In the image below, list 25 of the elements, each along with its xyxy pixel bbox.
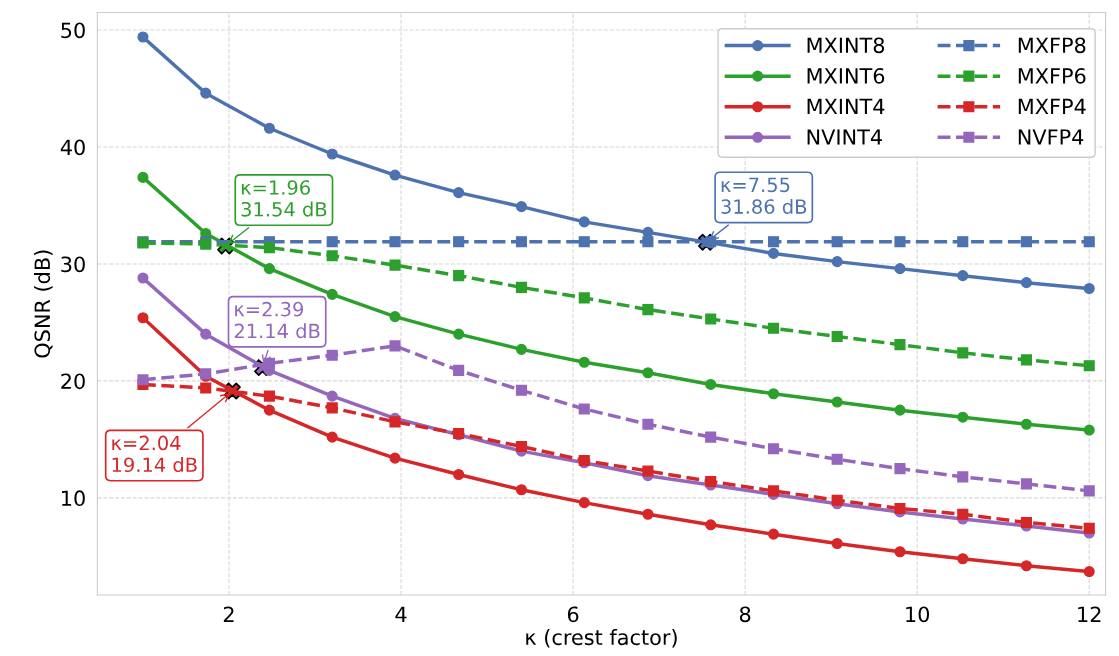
legend-label: MXFP6 xyxy=(1018,67,1086,84)
legend-label: NVFP4 xyxy=(1018,129,1084,145)
legend-label: MXINT6 xyxy=(807,67,885,84)
legend-label: MXFP4 xyxy=(1018,98,1086,115)
legend-label: NVINT4 xyxy=(807,129,882,145)
x-axis-title: κ (crest factor) xyxy=(526,629,677,648)
y-tick-label: 40 xyxy=(60,139,85,156)
x-tick-label: 4 xyxy=(395,606,407,622)
y-tick-label: 50 xyxy=(61,22,85,39)
annotation: κ=7.55 31.86 dB xyxy=(721,177,807,214)
y-tick-label: 10 xyxy=(62,490,85,507)
x-tick-label: 10 xyxy=(906,606,930,623)
legend-label: MXINT4 xyxy=(807,98,885,115)
y-tick-label: 20 xyxy=(61,373,85,390)
annotation: κ=2.39 21.14 dB xyxy=(234,301,320,339)
y-tick-label: 30 xyxy=(61,256,85,273)
legend-label: MXFP8 xyxy=(1018,37,1086,54)
y-axis-title: QSNR (dB) xyxy=(34,250,53,358)
x-tick-label: 2 xyxy=(223,606,234,622)
annotation: κ=2.04 19.14 dB xyxy=(112,435,197,473)
x-tick-label: 8 xyxy=(739,606,751,623)
legend-label: MXINT8 xyxy=(807,37,885,54)
annotation: κ=1.96 31.54 dB xyxy=(241,180,327,217)
x-tick-label: 6 xyxy=(567,606,579,623)
x-tick-label: 12 xyxy=(1078,606,1101,622)
